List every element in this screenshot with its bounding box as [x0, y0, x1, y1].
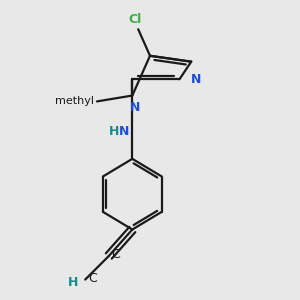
Text: methyl: methyl	[55, 96, 94, 106]
Text: N: N	[130, 101, 140, 114]
Text: N: N	[119, 125, 129, 138]
Text: H: H	[68, 276, 78, 289]
Text: C: C	[88, 272, 97, 285]
Text: N: N	[191, 73, 202, 86]
Text: C: C	[112, 248, 121, 261]
Text: H: H	[109, 125, 119, 138]
Text: Cl: Cl	[129, 13, 142, 26]
